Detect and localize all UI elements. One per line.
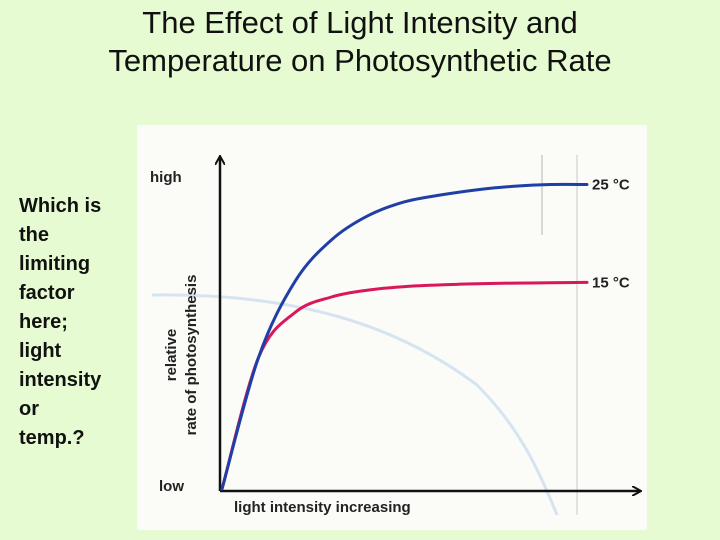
y-axis-label-line-1: relative <box>163 329 180 382</box>
question-line: factor <box>19 282 75 304</box>
question-line: temp.? <box>19 427 85 449</box>
question-line: or <box>19 398 39 420</box>
y-axis-label-line-2: rate of photosynthesis <box>183 275 200 436</box>
question-line: limiting <box>19 253 91 275</box>
chart: high low light intensity increasing rela… <box>150 155 647 516</box>
question-line: Which is <box>19 195 102 217</box>
series-line-25c <box>220 182 589 491</box>
slide-title: The Effect of Light Intensity and Temper… <box>0 4 720 80</box>
background-ghost-curve <box>151 293 559 516</box>
y-tick-high: high <box>150 169 182 186</box>
slide-title-line-1: The Effect of Light Intensity and <box>142 5 578 40</box>
question-line: light <box>19 340 62 362</box>
question-line: here; <box>19 311 68 333</box>
series-line-15c <box>220 280 589 491</box>
series-label-25c: 25 °C <box>592 177 630 194</box>
x-axis-label: light intensity increasing <box>234 499 411 516</box>
y-tick-low: low <box>159 478 184 495</box>
chart-panel: high low light intensity increasing rela… <box>137 125 647 530</box>
question-text: Which is the limiting factor here; light… <box>19 192 131 453</box>
question-line: intensity <box>19 369 102 391</box>
series-label-15c: 15 °C <box>592 274 630 291</box>
question-line: the <box>19 224 49 246</box>
slide-title-line-2: Temperature on Photosynthetic Rate <box>108 43 612 78</box>
